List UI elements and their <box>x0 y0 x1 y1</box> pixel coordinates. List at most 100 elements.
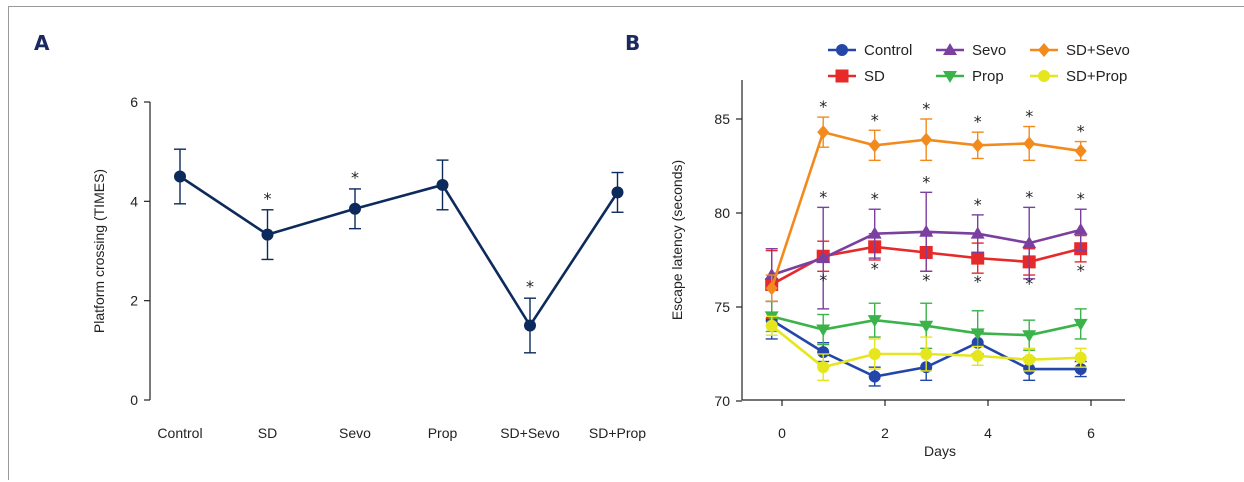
legend-item: Sevo <box>936 42 1006 59</box>
legend-swatch-marker <box>836 44 848 56</box>
data-point <box>1074 363 1087 376</box>
significance-marker: * <box>526 277 534 296</box>
data-point <box>919 224 934 237</box>
significance-marker: * <box>819 97 827 116</box>
significance-marker: * <box>1025 187 1033 206</box>
significance-marker: * <box>871 110 879 129</box>
legend-label: SD+Prop <box>1066 68 1127 85</box>
legend-swatch-marker <box>943 43 957 55</box>
significance-marker: * <box>351 168 359 187</box>
legend-label: Sevo <box>972 42 1006 59</box>
data-point <box>261 228 274 241</box>
x-tick-label: Control <box>157 425 202 441</box>
x-tick-label: 4 <box>984 425 992 441</box>
x-tick-label: SD+Sevo <box>500 425 560 441</box>
data-point <box>816 324 831 337</box>
significance-marker: * <box>974 272 982 291</box>
y-tick-label: 4 <box>130 193 138 209</box>
series-sd-plus-prop <box>765 315 1087 382</box>
data-point <box>174 170 186 183</box>
data-point <box>817 346 830 359</box>
legend-item: SD+Sevo <box>1030 42 1130 59</box>
legend-label: SD <box>864 68 885 85</box>
data-point <box>971 138 984 153</box>
x-tick-label: 6 <box>1087 425 1095 441</box>
data-point <box>971 251 985 265</box>
data-point <box>765 319 778 332</box>
series-line <box>179 175 619 328</box>
series-sd-plus-sevo <box>765 116 1087 303</box>
data-point <box>436 178 449 191</box>
significance-marker: * <box>819 270 827 289</box>
data-point <box>1073 222 1088 235</box>
data-point <box>1073 318 1088 331</box>
legend-item: SD <box>828 68 885 85</box>
x-tick-label: Sevo <box>339 425 371 441</box>
significance-marker: * <box>264 189 272 208</box>
significance-marker: * <box>871 259 879 278</box>
legend-label: SD+Sevo <box>1066 42 1130 59</box>
data-point <box>1023 353 1036 366</box>
legend-swatch-marker <box>1038 70 1050 82</box>
data-point <box>1022 330 1037 343</box>
y-tick-label: 85 <box>714 111 730 127</box>
panel-label-b: B <box>625 31 640 55</box>
panel-a-chart: 0 2 4 6 Platform crossing (TIMES) Control SD Se… <box>91 94 646 441</box>
significance-marker: * <box>1025 274 1033 293</box>
y-tick-label: 75 <box>714 299 730 315</box>
y-tick-label: 0 <box>130 392 138 408</box>
data-point <box>817 125 830 140</box>
significance-marker: * <box>871 189 879 208</box>
legend-swatch-marker <box>835 69 849 83</box>
figure-frame <box>8 6 1244 480</box>
data-point <box>920 348 933 360</box>
data-point <box>765 281 778 296</box>
data-point <box>611 186 624 199</box>
x-tick-label: 2 <box>881 425 889 441</box>
data-point <box>1023 136 1036 151</box>
significance-marker: * <box>974 195 982 214</box>
significance-marker: * <box>974 112 982 131</box>
data-point <box>970 226 985 239</box>
significance-marker: * <box>922 270 930 289</box>
data-point <box>816 251 831 264</box>
legend-label: Prop <box>972 68 1004 85</box>
data-point <box>867 315 882 328</box>
significance-marker: * <box>1077 261 1085 280</box>
y-tick-label: 2 <box>130 293 138 309</box>
data-point <box>970 328 985 341</box>
data-point <box>920 132 933 147</box>
y-tick-label: 70 <box>714 393 730 409</box>
significance-marker: * <box>922 99 930 118</box>
y-axis-title: Escape latency (seconds) <box>669 160 685 320</box>
data-point <box>349 202 361 215</box>
x-axis-title: Days <box>924 443 956 459</box>
data-point <box>524 319 536 332</box>
panel-label-a: A <box>34 31 50 55</box>
data-point <box>971 349 984 362</box>
data-point <box>919 320 934 333</box>
data-point <box>868 370 881 383</box>
legend-item: SD+Prop <box>1030 68 1127 85</box>
legend-swatch-marker <box>1038 43 1050 57</box>
significance-marker: * <box>1077 189 1085 208</box>
significance-marker: * <box>1077 122 1085 141</box>
legend-item: Control <box>828 42 912 59</box>
y-tick-label: 6 <box>130 94 138 110</box>
y-tick-label: 80 <box>714 205 730 221</box>
significance-marker: * <box>819 187 827 206</box>
data-point <box>817 361 830 374</box>
legend-swatch-marker <box>943 71 957 83</box>
legend-item: Prop <box>936 68 1004 85</box>
data-point <box>867 226 882 239</box>
data-point <box>868 138 881 153</box>
data-point <box>1022 236 1037 249</box>
x-tick-label: Prop <box>428 425 458 441</box>
legend-label: Control <box>864 42 912 59</box>
data-point <box>1074 143 1087 158</box>
significance-marker: * <box>922 172 930 191</box>
x-tick-label: 0 <box>778 425 786 441</box>
data-point <box>1074 351 1087 364</box>
x-tick-label: SD <box>258 425 277 441</box>
